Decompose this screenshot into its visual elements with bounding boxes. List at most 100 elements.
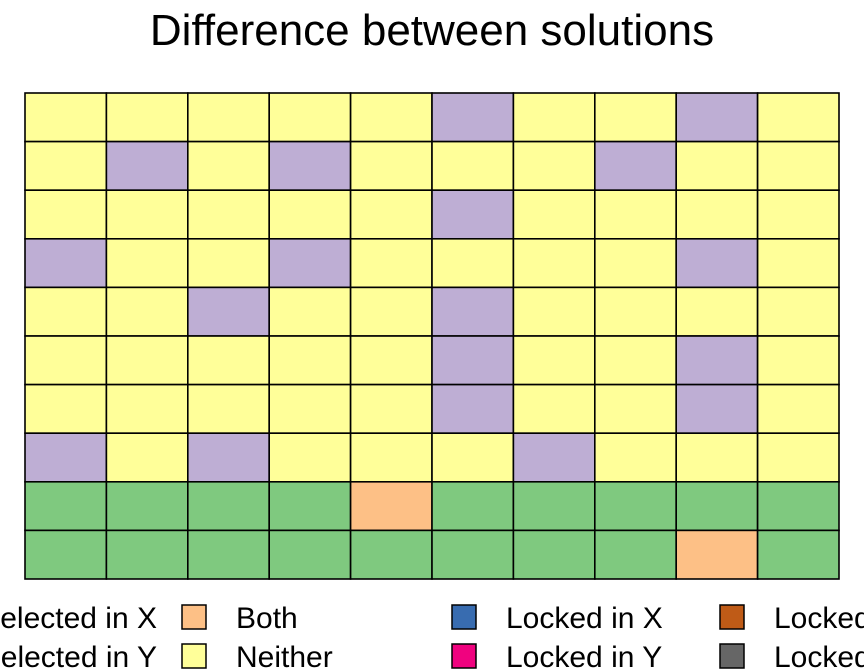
grid-cell xyxy=(24,480,108,532)
grid-cell xyxy=(675,335,759,386)
legend-item: Locked out in Y xyxy=(719,641,864,672)
grid-cell xyxy=(512,335,596,386)
legend-label: Both xyxy=(236,602,298,635)
grid-cell xyxy=(431,189,515,240)
grid-cell xyxy=(512,238,596,289)
grid-cell xyxy=(675,92,759,143)
grid-cell xyxy=(756,480,840,532)
legend-swatch xyxy=(451,643,477,669)
grid-cell xyxy=(675,383,759,435)
grid-cell xyxy=(756,140,840,192)
grid-cell xyxy=(756,383,840,435)
grid-cell xyxy=(268,140,352,192)
grid-cell xyxy=(349,140,433,192)
grid-cell xyxy=(187,92,271,143)
grid-cell xyxy=(512,286,596,337)
grid-cell xyxy=(24,432,108,483)
legend-item: Both xyxy=(181,602,298,635)
grid-cell xyxy=(268,238,352,289)
grid-cell xyxy=(593,238,677,289)
grid-cell xyxy=(187,286,271,337)
grid-cell xyxy=(756,92,840,143)
grid-cell xyxy=(512,140,596,192)
legend-item: Selected in X xyxy=(0,602,157,635)
grid-cell xyxy=(431,92,515,143)
legend-item: Selected in Y xyxy=(0,641,157,672)
grid-cell xyxy=(431,480,515,532)
grid-cell xyxy=(349,189,433,240)
grid-cell xyxy=(593,286,677,337)
grid-cell xyxy=(593,92,677,143)
grid-cell xyxy=(24,189,108,240)
grid-cell xyxy=(512,383,596,435)
legend-label: Locked in Y xyxy=(506,641,662,672)
grid-cell xyxy=(268,383,352,435)
grid-cell xyxy=(431,140,515,192)
grid-cell xyxy=(105,335,189,386)
grid-cell xyxy=(593,335,677,386)
grid-cell xyxy=(431,432,515,483)
grid-cell xyxy=(756,189,840,240)
grid-cell xyxy=(675,480,759,532)
legend-label: Selected in X xyxy=(0,602,157,635)
legend-item: Locked out in X xyxy=(719,602,864,635)
grid-cell xyxy=(24,140,108,192)
grid-cell xyxy=(349,92,433,143)
grid-cell xyxy=(593,383,677,435)
grid-cell xyxy=(431,238,515,289)
grid-cell xyxy=(24,383,108,435)
grid-cell xyxy=(756,286,840,337)
grid-cell xyxy=(268,189,352,240)
grid-cells xyxy=(24,92,840,580)
grid-cell xyxy=(593,432,677,483)
grid-cell xyxy=(431,286,515,337)
grid-cell xyxy=(512,432,596,483)
legend-label: Neither xyxy=(236,641,333,672)
grid-cell xyxy=(187,335,271,386)
grid-cell xyxy=(675,189,759,240)
legend-label: Locked out in Y xyxy=(774,641,864,672)
grid-cell xyxy=(675,238,759,289)
grid-cell xyxy=(268,92,352,143)
grid-cell xyxy=(105,238,189,289)
grid-cell xyxy=(105,189,189,240)
grid-cell xyxy=(349,480,433,532)
grid-cell xyxy=(187,140,271,192)
legend: Selected in X Selected in Y Both Neither Loc… xyxy=(0,602,864,672)
grid-cell xyxy=(24,529,108,580)
grid-cell xyxy=(24,238,108,289)
grid-cell xyxy=(756,238,840,289)
grid-cell xyxy=(24,286,108,337)
grid-cell xyxy=(675,140,759,192)
grid-cell xyxy=(105,92,189,143)
grid-cell xyxy=(593,189,677,240)
grid-cell xyxy=(349,432,433,483)
legend-swatch xyxy=(451,604,477,630)
grid-cell xyxy=(268,335,352,386)
grid-cell xyxy=(268,432,352,483)
legend-item: Neither xyxy=(181,641,333,672)
grid-cell xyxy=(187,432,271,483)
legend-label: Locked in X xyxy=(506,602,663,635)
grid-cell xyxy=(24,92,108,143)
grid-cell xyxy=(105,529,189,580)
legend-item: Locked in X xyxy=(451,602,663,635)
grid-cell xyxy=(187,383,271,435)
legend-swatch xyxy=(719,604,745,630)
grid-cell xyxy=(105,383,189,435)
grid-cell xyxy=(105,140,189,192)
grid-cell xyxy=(431,529,515,580)
grid-cell xyxy=(349,286,433,337)
grid-cell xyxy=(756,335,840,386)
grid-cell xyxy=(756,529,840,580)
grid-cell xyxy=(187,189,271,240)
grid-cell xyxy=(675,529,759,580)
grid-cell xyxy=(349,383,433,435)
grid-cell xyxy=(187,238,271,289)
grid-cell xyxy=(349,335,433,386)
grid-cell xyxy=(512,92,596,143)
grid-cell xyxy=(431,335,515,386)
grid-cell xyxy=(24,335,108,386)
